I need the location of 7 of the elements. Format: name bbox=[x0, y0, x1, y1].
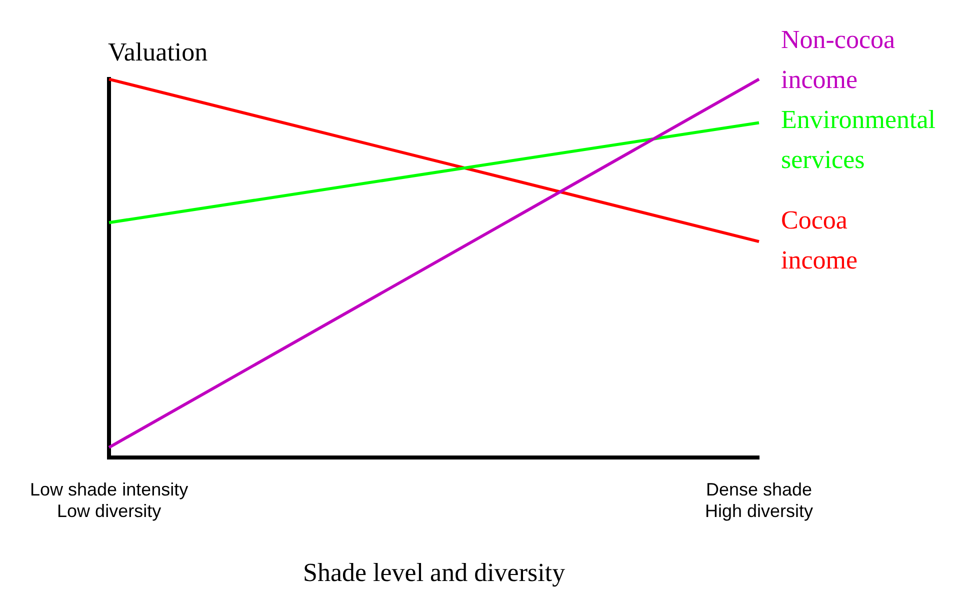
series-label: Environmental services bbox=[781, 104, 936, 174]
x-tick-label: Dense shade High diversity bbox=[704, 479, 814, 521]
x-axis-title: Shade level and diversity bbox=[302, 558, 566, 588]
series-label: Cocoa income bbox=[781, 205, 858, 274]
series-label: Non-cocoa income bbox=[781, 24, 896, 94]
y-axis-title: Valuation bbox=[108, 37, 208, 66]
x-tick-label: Low shade intensity Low diversity bbox=[30, 479, 188, 521]
